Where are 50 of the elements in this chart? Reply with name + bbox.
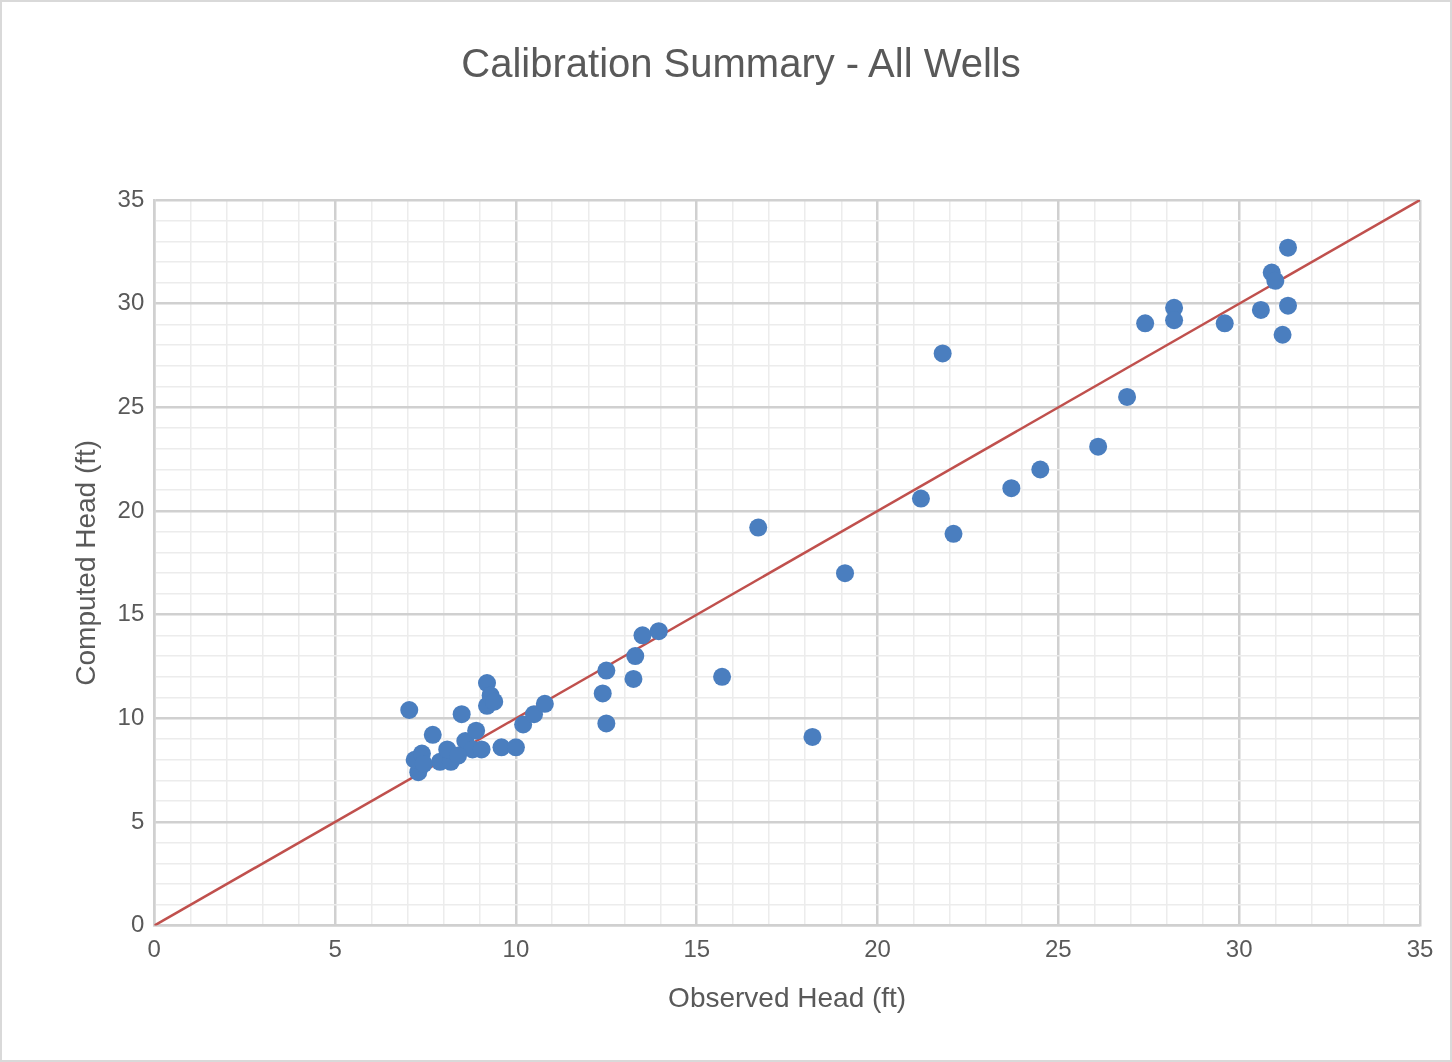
- y-tick-label: 5: [130, 806, 145, 834]
- point: [649, 622, 668, 641]
- y-tick-label: 25: [117, 391, 145, 419]
- point: [626, 647, 645, 666]
- point: [624, 669, 643, 688]
- point: [593, 684, 612, 703]
- point: [1002, 479, 1021, 498]
- point: [1215, 314, 1234, 333]
- point: [506, 738, 525, 757]
- x-tick-label: 20: [864, 934, 891, 962]
- point: [803, 727, 822, 746]
- point: [1279, 238, 1298, 257]
- point: [911, 489, 930, 508]
- point: [400, 700, 419, 719]
- point: [749, 518, 768, 537]
- x-tick-label: 35: [1406, 934, 1434, 962]
- y-tick-label: 15: [117, 599, 145, 627]
- point: [467, 721, 486, 740]
- y-tick-label: 35: [117, 184, 145, 212]
- point: [597, 714, 616, 733]
- y-tick-label: 20: [117, 495, 145, 523]
- point: [1136, 314, 1155, 333]
- y-tick-label: 10: [117, 702, 145, 730]
- x-tick-label: 5: [328, 934, 342, 962]
- x-tick-label: 10: [502, 934, 530, 962]
- x-tick-label: 15: [683, 934, 711, 962]
- point: [633, 626, 652, 645]
- y-tick-label: 30: [117, 288, 145, 316]
- point: [1089, 437, 1108, 456]
- point: [1031, 460, 1050, 479]
- point: [423, 725, 442, 744]
- point: [525, 705, 544, 724]
- point: [713, 667, 732, 686]
- y-axis-title: Computed Head (ft): [69, 439, 101, 686]
- point: [1251, 300, 1270, 319]
- point: [535, 694, 554, 713]
- x-axis-title: Observed Head (ft): [668, 981, 907, 1013]
- x-tick-label: 25: [1045, 934, 1072, 962]
- point: [1266, 271, 1285, 290]
- point: [1273, 325, 1292, 344]
- point: [452, 705, 471, 724]
- point: [836, 564, 855, 583]
- point: [944, 524, 963, 543]
- point: [597, 661, 616, 680]
- point: [1118, 387, 1137, 406]
- point: [933, 344, 952, 363]
- chart-title: Calibration Summary - All Wells: [461, 41, 1021, 86]
- x-tick-label: 30: [1225, 934, 1253, 962]
- y-tick-label: 0: [130, 910, 145, 938]
- point: [1279, 296, 1298, 315]
